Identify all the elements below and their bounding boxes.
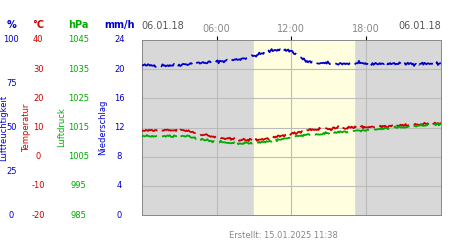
Text: hPa: hPa	[68, 20, 89, 30]
Text: -20: -20	[32, 210, 45, 220]
Text: 0: 0	[117, 210, 122, 220]
Text: Erstellt: 15.01.2025 11:38: Erstellt: 15.01.2025 11:38	[229, 231, 338, 240]
Text: 1045: 1045	[68, 36, 89, 44]
Text: 1035: 1035	[68, 65, 89, 74]
Text: Luftdruck: Luftdruck	[58, 108, 67, 147]
Text: Niederschlag: Niederschlag	[98, 100, 107, 155]
Text: 16: 16	[114, 94, 125, 103]
Text: %: %	[6, 20, 16, 30]
Text: 40: 40	[33, 36, 44, 44]
Text: Luftfeuchtigkeit: Luftfeuchtigkeit	[0, 94, 8, 160]
Text: 06.01.18: 06.01.18	[398, 21, 441, 31]
Text: 10: 10	[33, 123, 44, 132]
Text: 985: 985	[71, 210, 87, 220]
Text: 20: 20	[114, 65, 125, 74]
Bar	[254, 40, 354, 215]
Text: 1005: 1005	[68, 152, 89, 161]
Text: °C: °C	[32, 20, 44, 30]
Text: 25: 25	[6, 167, 17, 176]
Text: mm/h: mm/h	[104, 20, 135, 30]
Text: 0: 0	[9, 210, 14, 220]
Text: 75: 75	[6, 79, 17, 88]
Text: 995: 995	[71, 181, 86, 190]
Text: 06.01.18: 06.01.18	[142, 21, 184, 31]
Text: 30: 30	[33, 65, 44, 74]
Text: 4: 4	[117, 181, 122, 190]
Text: Temperatur: Temperatur	[22, 103, 31, 152]
Text: 8: 8	[117, 152, 122, 161]
Text: 1025: 1025	[68, 94, 89, 103]
Text: 50: 50	[6, 123, 17, 132]
Text: 0: 0	[36, 152, 41, 161]
Text: 12: 12	[114, 123, 125, 132]
Text: 24: 24	[114, 36, 125, 44]
Text: 1015: 1015	[68, 123, 89, 132]
Text: 20: 20	[33, 94, 44, 103]
Text: -10: -10	[32, 181, 45, 190]
Text: 100: 100	[4, 36, 19, 44]
